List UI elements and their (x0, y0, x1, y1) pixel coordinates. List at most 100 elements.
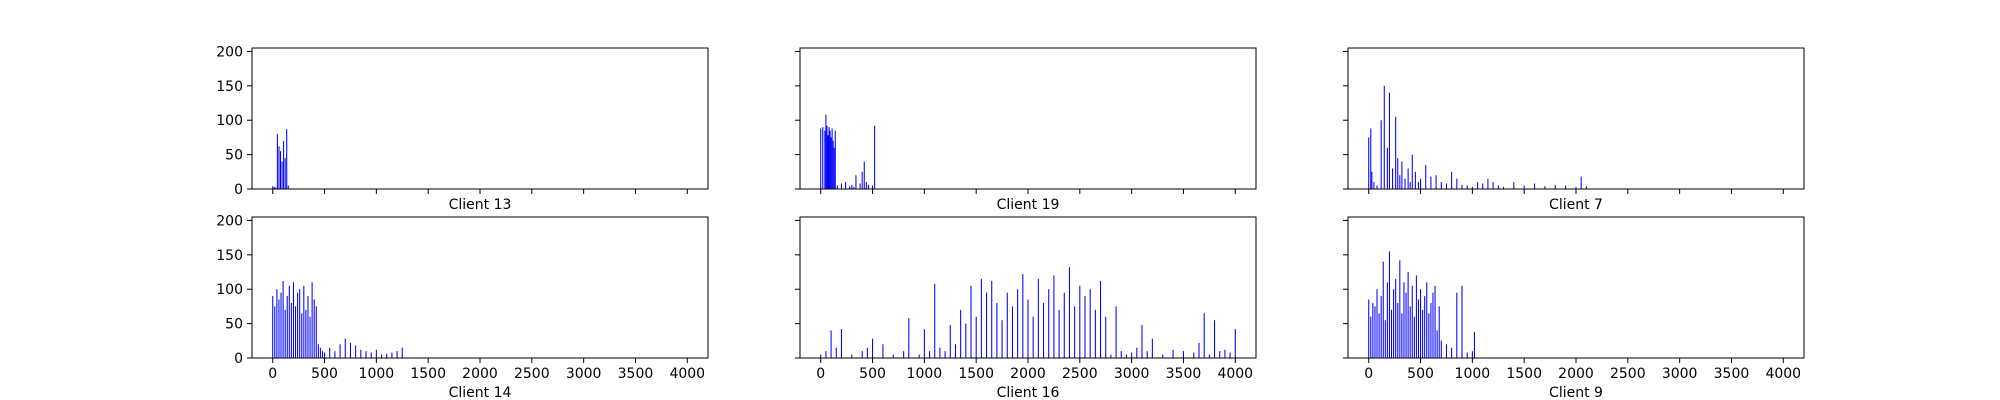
x-tick-label: 0 (816, 366, 825, 382)
bar (840, 183, 842, 189)
bar (830, 330, 832, 358)
bar (1407, 168, 1409, 189)
bar (1456, 292, 1458, 358)
bar (1438, 306, 1440, 358)
bar (851, 184, 853, 189)
bar (929, 351, 931, 358)
bar (939, 347, 941, 358)
x-tick-label: 3500 (1166, 366, 1202, 382)
bar (309, 316, 311, 358)
bar (1405, 292, 1407, 358)
bar (1461, 184, 1463, 189)
x-tick-label: 0 (1364, 366, 1373, 382)
bar (1229, 352, 1231, 358)
bar (1383, 85, 1385, 189)
bar (949, 324, 951, 358)
bar (284, 309, 286, 358)
bar (1219, 351, 1221, 358)
x-tick-label: 1000 (907, 366, 943, 382)
x-tick-label: 3500 (618, 366, 654, 382)
bar (853, 186, 855, 189)
bar (1384, 320, 1386, 358)
bar (944, 351, 946, 358)
bar (1368, 137, 1370, 189)
bar (1151, 338, 1153, 358)
bar (1554, 184, 1556, 189)
bar (381, 354, 383, 358)
bar (1425, 164, 1427, 189)
bar (1411, 154, 1413, 189)
bar (1497, 185, 1499, 189)
x-tick-label: 2500 (1610, 366, 1646, 382)
bar (1193, 352, 1195, 358)
bar (1456, 178, 1458, 189)
y-tick-label: 150 (216, 248, 243, 264)
subplot-client-7: Client 7 (1343, 47, 1805, 213)
bar (1074, 306, 1076, 358)
bar (278, 146, 280, 189)
x-tick-label: 3000 (566, 366, 602, 382)
y-tick-label: 0 (234, 182, 243, 198)
bar (307, 296, 309, 358)
x-tick-label: 2000 (462, 366, 498, 382)
bar (1492, 182, 1494, 189)
subplot-client-14: 0 500 1000 1500 2000 2500 3000 3500 4000 0 50 100 15… (216, 213, 709, 400)
x-axis-label: Client 16 (997, 385, 1060, 400)
bar (831, 128, 833, 189)
bar (1378, 313, 1380, 358)
bar (1043, 302, 1045, 358)
bar (960, 309, 962, 358)
bar (1513, 182, 1515, 189)
bar (1058, 309, 1060, 358)
bar (1461, 285, 1463, 358)
axes-frame (251, 47, 709, 190)
bar (825, 351, 827, 358)
bar (874, 125, 876, 189)
x-tick-label: 1500 (1506, 366, 1542, 382)
bar (1393, 289, 1395, 358)
bar (313, 299, 315, 358)
bar (872, 185, 874, 189)
bar (1440, 182, 1442, 189)
bar (1380, 120, 1382, 189)
x-tick-label: 500 (1407, 366, 1434, 382)
bar (1037, 278, 1039, 358)
bar (828, 127, 830, 189)
bar (822, 127, 824, 189)
bar (1445, 183, 1447, 189)
bar (370, 352, 372, 358)
bar (1422, 309, 1424, 358)
bar (1214, 320, 1216, 358)
bar (845, 182, 847, 189)
bar (1409, 182, 1411, 189)
bar (1380, 296, 1382, 358)
bar (1466, 352, 1468, 358)
bar (281, 161, 283, 189)
y-tick-label: 200 (216, 44, 243, 60)
bar (934, 283, 936, 358)
bar (832, 140, 834, 189)
bar (275, 187, 277, 189)
bar (1397, 158, 1399, 189)
bar (866, 347, 868, 358)
bar (1032, 316, 1034, 358)
bar (272, 186, 274, 189)
bar (1141, 324, 1143, 358)
bar (1395, 116, 1397, 189)
bar (299, 289, 301, 358)
bar (861, 171, 863, 189)
y-tick-label: 150 (216, 79, 243, 95)
bar (401, 347, 403, 358)
bar (284, 158, 286, 189)
bar (1471, 351, 1473, 358)
bar (1466, 185, 1468, 189)
bar (1006, 292, 1008, 358)
bar (1110, 354, 1112, 358)
bar (1575, 186, 1577, 189)
bar (1445, 344, 1447, 358)
bar (1395, 278, 1397, 358)
bar (324, 352, 326, 358)
x-axis-label: Client 14 (449, 385, 512, 400)
bar (824, 130, 826, 189)
